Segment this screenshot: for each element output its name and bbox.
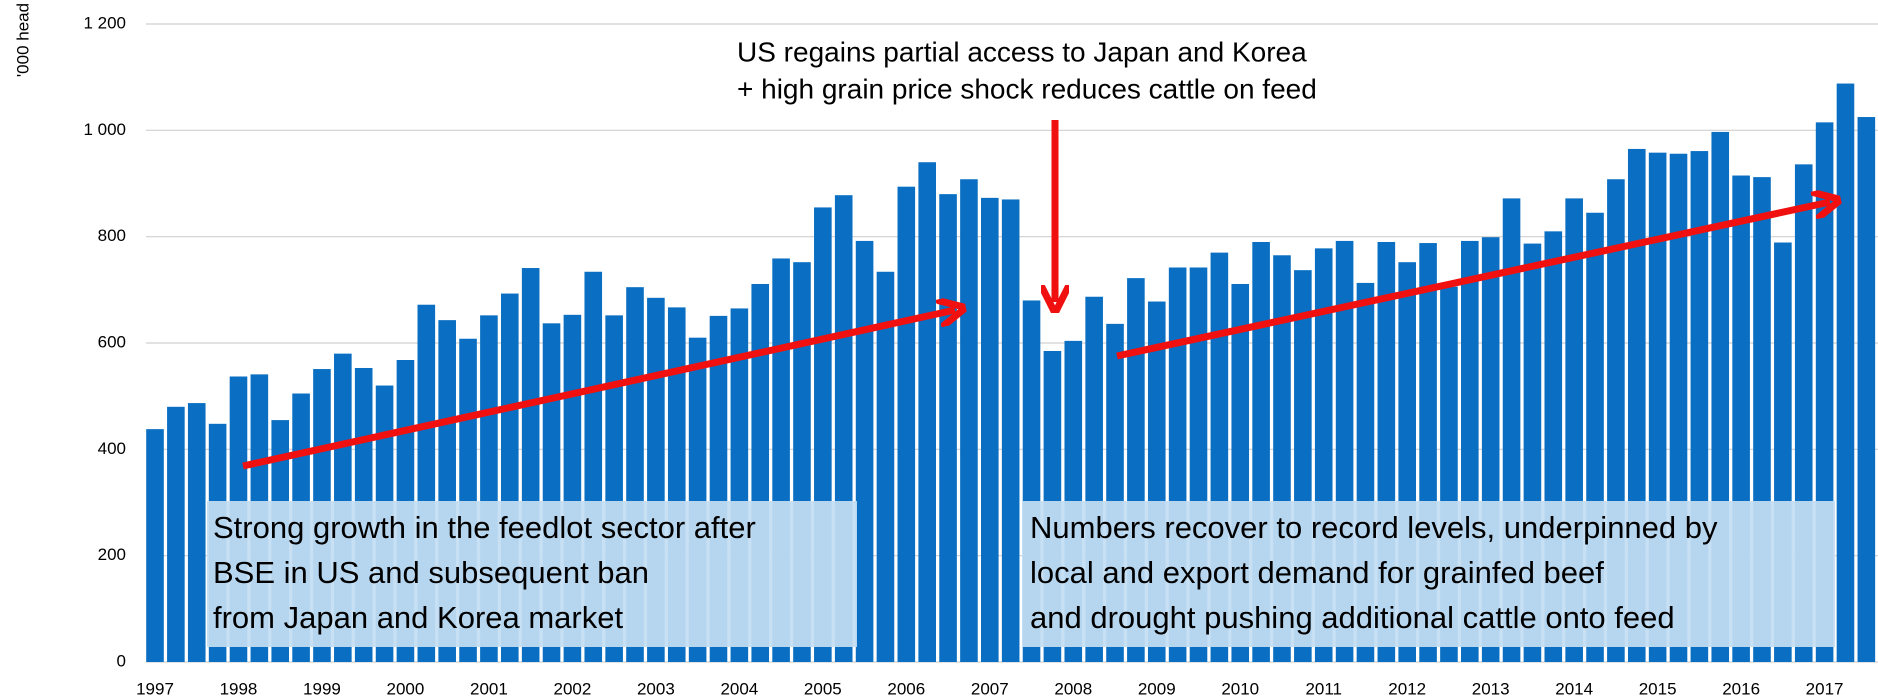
annotation-text: + high grain price shock reduces cattle … (737, 73, 1317, 104)
x-tick-label: 1998 (220, 679, 258, 698)
y-tick-label: 600 (98, 332, 126, 351)
bar (939, 194, 957, 662)
x-tick-label: 2005 (804, 679, 842, 698)
x-tick-label: 2013 (1472, 679, 1510, 698)
x-tick-label: 2001 (470, 679, 508, 698)
bar (1001, 199, 1020, 662)
x-tick-label: 2006 (887, 679, 925, 698)
x-tick-label: 1999 (303, 679, 341, 698)
bar (1857, 117, 1876, 662)
bar (146, 429, 164, 662)
y-tick-label: 800 (98, 226, 126, 245)
bar (876, 271, 895, 662)
x-tick-label: 2000 (387, 679, 425, 698)
annotation-text: Numbers recover to record levels, underp… (1030, 510, 1718, 545)
annotation-text: Strong growth in the feedlot sector afte… (213, 510, 756, 545)
x-tick-label: 2004 (720, 679, 758, 698)
y-tick-label: 1 200 (83, 13, 126, 32)
arrow (1116, 202, 1830, 360)
arrow (242, 310, 955, 470)
annotation-text: US regains partial access to Japan and K… (737, 36, 1307, 67)
annotation-text: BSE in US and subsequent ban (213, 555, 649, 590)
annotation-text: and drought pushing additional cattle on… (1030, 600, 1675, 635)
x-tick-label: 2014 (1555, 679, 1593, 698)
y-tick-label: 400 (98, 439, 126, 458)
bar (855, 240, 874, 663)
bar (981, 197, 999, 663)
x-tick-label: 2003 (637, 679, 675, 698)
x-tick-label: 2016 (1722, 679, 1760, 698)
y-tick-label: 200 (98, 545, 126, 564)
x-tick-label: 2002 (553, 679, 591, 698)
bar (918, 162, 936, 662)
annotation-text: from Japan and Korea market (213, 600, 623, 635)
x-tick-label: 2011 (1305, 679, 1342, 698)
bar (167, 406, 185, 662)
bar (1836, 83, 1855, 662)
y-tick-label: 0 (117, 651, 126, 670)
y-tick-label: 1 000 (83, 120, 126, 139)
x-tick-label: 2017 (1806, 679, 1844, 698)
x-tick-label: 2009 (1138, 679, 1176, 698)
x-tick-label: 2008 (1054, 679, 1092, 698)
annotation-box (1022, 501, 1835, 647)
annotation-box (207, 501, 857, 647)
bar (960, 179, 978, 662)
x-tick-label: 1997 (136, 679, 174, 698)
annotation-text: local and export demand for grainfed bee… (1030, 555, 1604, 590)
x-tick-label: 2010 (1221, 679, 1259, 698)
x-tick-label: 2007 (971, 679, 1009, 698)
x-tick-label: 2012 (1388, 679, 1426, 698)
y-axis-label: '000 head (13, 3, 32, 77)
bar (187, 403, 206, 662)
x-tick-label: 2015 (1639, 679, 1677, 698)
bar (897, 186, 916, 662)
